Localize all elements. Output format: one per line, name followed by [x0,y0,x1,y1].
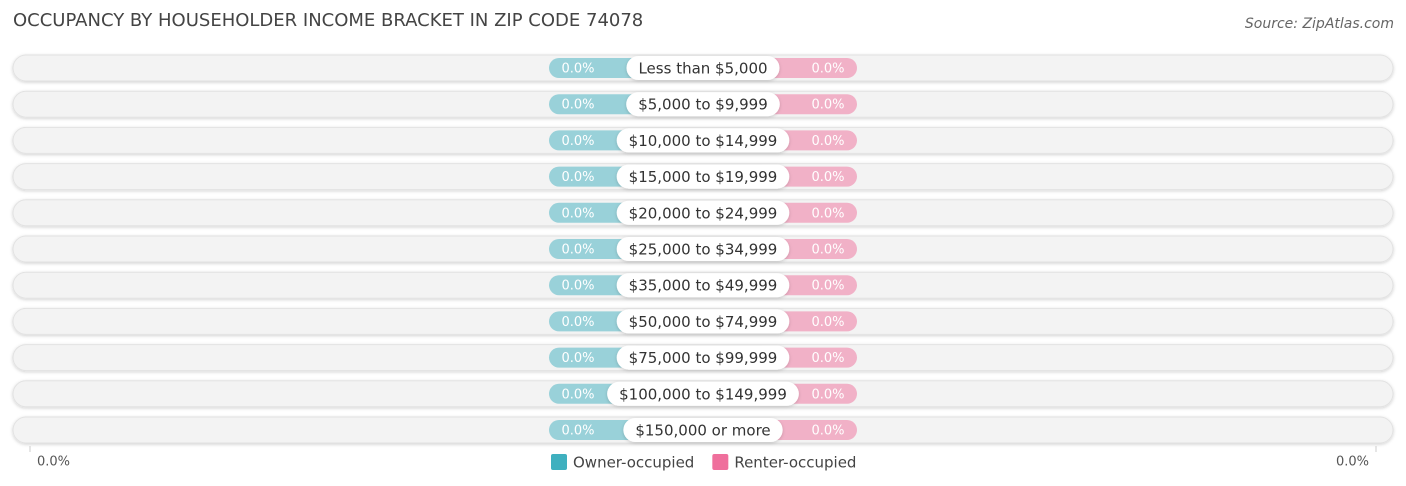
chart-title: OCCUPANCY BY HOUSEHOLDER INCOME BRACKET … [13,10,643,31]
value-label: 0.0% [811,387,844,402]
value-label: 0.0% [561,315,594,330]
value-label: 0.0% [811,243,844,258]
category-label-bg [616,128,790,153]
category-label: $25,000 to $34,999 [629,241,778,259]
value-label: 0.0% [811,424,844,439]
category-label: $50,000 to $74,999 [629,313,778,331]
value-label: 0.0% [561,243,594,258]
category-label: $75,000 to $99,999 [629,349,778,367]
category-label-bg [616,309,790,334]
legend-swatch [551,454,567,470]
legend-swatch [712,454,729,470]
category-label-bg [616,273,790,298]
category-label-bg [616,237,790,261]
category-label: $100,000 to $149,999 [619,385,787,403]
value-label: 0.0% [811,279,844,294]
category-label-bg [616,345,790,370]
category-label: Less than $5,000 [638,60,767,78]
legend-label: Renter-occupied [734,454,856,472]
value-label: 0.0% [561,387,594,402]
value-label: 0.0% [811,315,844,330]
value-label: 0.0% [561,170,594,185]
category-label-bg [626,92,780,117]
category-label-bg [616,164,790,189]
category-label-bg [626,56,780,80]
axis-label: 0.0% [1336,455,1369,470]
value-label: 0.0% [811,206,844,221]
category-label: $20,000 to $24,999 [629,204,778,222]
axis-label: 0.0% [37,455,70,470]
value-label: 0.0% [561,62,594,77]
category-label-bg [616,200,790,225]
category-label-bg [607,381,799,406]
category-label: $150,000 or more [635,422,770,440]
value-label: 0.0% [811,170,844,185]
value-label: 0.0% [561,351,594,366]
value-label: 0.0% [561,279,594,294]
value-label: 0.0% [561,134,594,149]
category-label: $35,000 to $49,999 [629,277,778,295]
value-label: 0.0% [561,424,594,439]
category-label: $5,000 to $9,999 [638,96,768,114]
value-label: 0.0% [811,134,844,149]
value-label: 0.0% [561,98,594,113]
value-label: 0.0% [561,206,594,221]
legend-label: Owner-occupied [573,454,694,472]
value-label: 0.0% [811,98,844,113]
category-label-bg [623,418,783,442]
category-label: $10,000 to $14,999 [629,132,778,150]
value-label: 0.0% [811,351,844,366]
source: Source: ZipAtlas.com [1245,16,1394,32]
category-label: $15,000 to $19,999 [629,168,778,186]
value-label: 0.0% [811,62,844,77]
